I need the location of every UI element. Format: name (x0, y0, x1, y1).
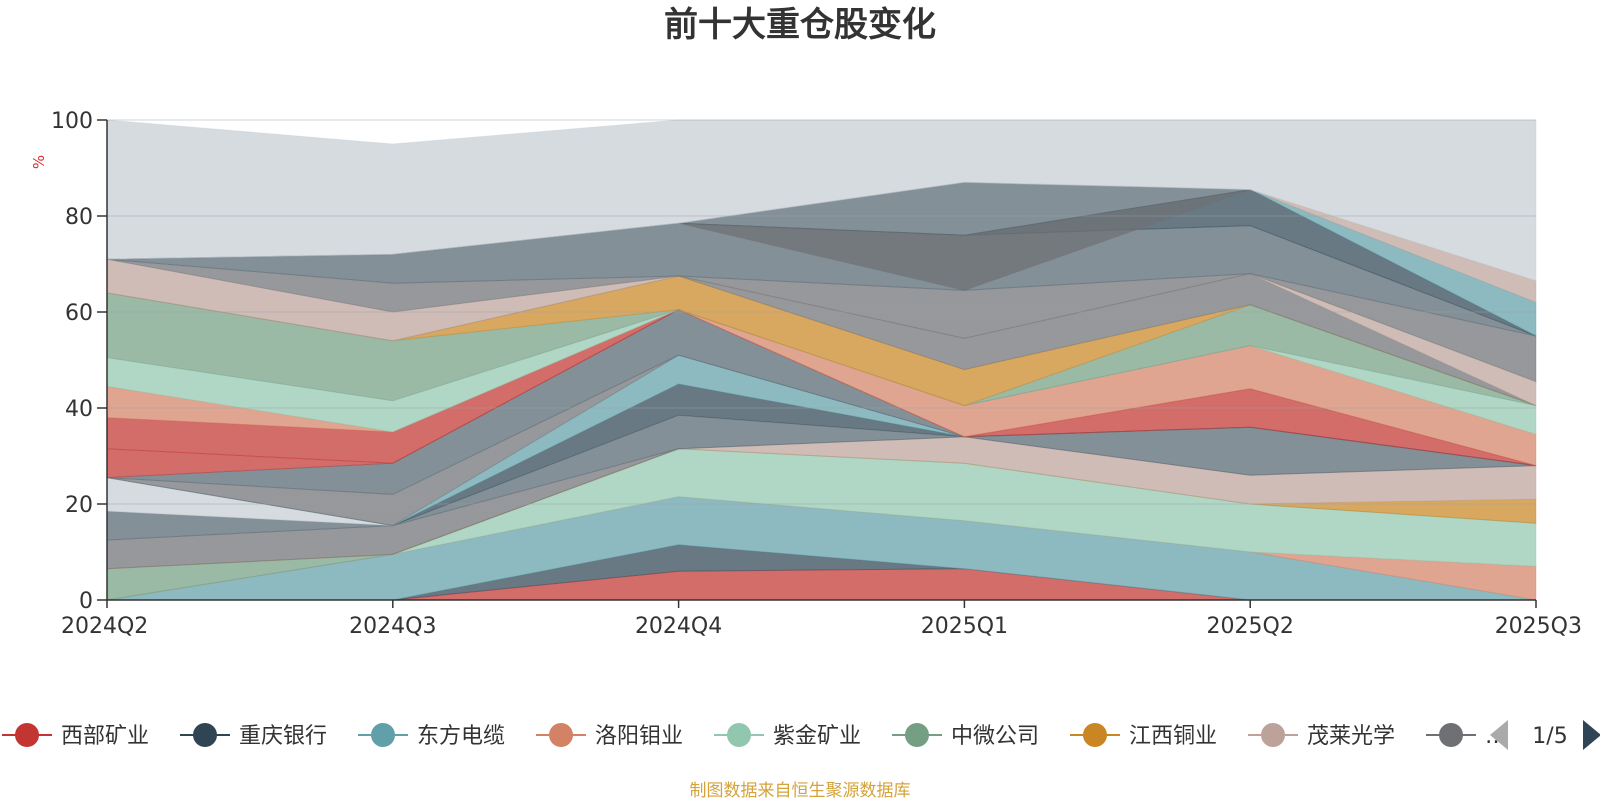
legend-prev-icon[interactable] (1490, 720, 1508, 750)
data-source-note: 制图数据来自恒生聚源数据库 (690, 781, 911, 800)
legend-marker-icon (193, 723, 217, 747)
legend: 西部矿业重庆银行东方电缆洛阳钼业紫金矿业中微公司江西铜业茂莱光学… (2, 723, 1507, 749)
legend-item[interactable]: 东方电缆 (358, 723, 505, 749)
legend-marker-icon (1261, 723, 1285, 747)
y-tick-label: 40 (65, 397, 93, 422)
x-tick-label: 2025Q3 (1495, 614, 1582, 639)
area-band-15 (106, 309, 1537, 479)
y-tick-label: 80 (65, 205, 93, 230)
legend-item[interactable]: 紫金矿业 (714, 723, 861, 749)
y-axis-unit: % (30, 155, 48, 169)
legend-marker-icon (549, 723, 573, 747)
legend-label: 紫金矿业 (773, 724, 861, 749)
legend-marker-icon (15, 723, 39, 747)
area-band-9 (106, 414, 1537, 541)
legend-pagination: 1/5 (1490, 720, 1600, 750)
legend-marker-icon (1439, 723, 1463, 747)
y-tick-label: 100 (51, 109, 93, 134)
legend-item[interactable]: 西部矿业 (2, 723, 149, 749)
area-band-4 (106, 448, 1537, 601)
chart-title: 前十大重仓股变化 (664, 5, 936, 45)
x-tick-label: 2025Q2 (1207, 614, 1294, 639)
area-band-1 (107, 544, 1536, 601)
legend-marker-icon (727, 723, 751, 747)
legend-label: 茂莱光学 (1307, 724, 1395, 749)
y-tick-label: 0 (79, 589, 93, 614)
legend-item[interactable]: 洛阳钼业 (536, 723, 683, 749)
x-tick-label: 2024Q4 (635, 614, 722, 639)
area-bands (106, 119, 1537, 601)
x-tick-labels: 2024Q2 2024Q3 2024Q4 2025Q1 2025Q2 2025Q3 (61, 600, 1582, 639)
axes (106, 120, 1536, 601)
area-band-16 (106, 309, 1537, 467)
area-band-23 (106, 258, 1537, 383)
legend-item[interactable]: 重庆银行 (180, 723, 327, 749)
legend-marker-icon (371, 723, 395, 747)
legend-label: 江西铜业 (1129, 724, 1217, 749)
legend-marker-icon (1083, 723, 1107, 747)
area-band-30 (106, 119, 1537, 282)
legend-marker-icon (905, 723, 929, 747)
x-tick-label: 2024Q3 (349, 614, 436, 639)
legend-label: 东方电缆 (417, 724, 505, 749)
legend-label: 洛阳钼业 (595, 724, 683, 749)
y-tick-label: 60 (65, 301, 93, 326)
legend-next-icon[interactable] (1583, 720, 1600, 750)
legend-item[interactable]: 茂莱光学 (1248, 723, 1395, 749)
y-tick-labels: 0 20 40 60 80 100 (51, 109, 93, 614)
legend-label: 中微公司 (951, 724, 1039, 749)
y-tick-label: 20 (65, 493, 93, 518)
legend-item[interactable]: 中微公司 (892, 723, 1039, 749)
x-tick-label: 2025Q1 (921, 614, 1008, 639)
legend-item[interactable]: 江西铜业 (1070, 723, 1217, 749)
legend-label: 西部矿业 (61, 724, 149, 749)
legend-label: 重庆银行 (239, 724, 327, 749)
legend-page-indicator: 1/5 (1532, 724, 1567, 749)
x-tick-label: 2024Q2 (61, 614, 148, 639)
area-band-10 (106, 414, 1537, 527)
